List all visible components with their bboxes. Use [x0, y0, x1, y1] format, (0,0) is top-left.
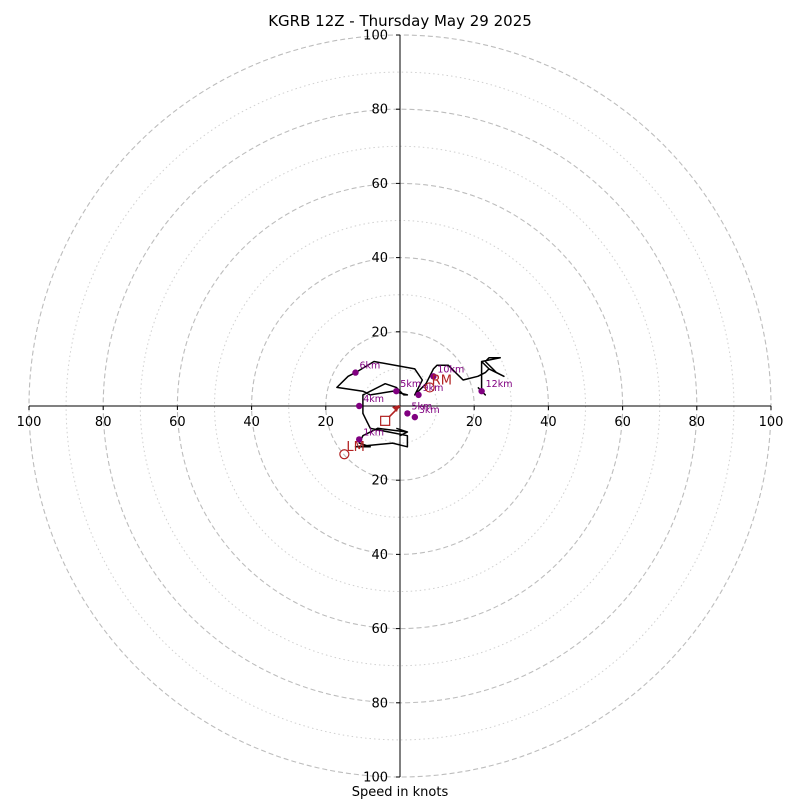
y-tick-label: 80	[371, 103, 388, 118]
height-point	[415, 391, 422, 399]
x-tick-label: 40	[540, 415, 557, 430]
height-point-label: 3km	[419, 405, 440, 416]
mean-wind-marker	[380, 415, 391, 426]
x-tick-label: 60	[169, 415, 186, 430]
shear-arrow-head	[392, 405, 399, 412]
y-tick-label: 80	[371, 696, 388, 711]
y-tick-label: 40	[371, 548, 388, 563]
y-tick-label: 40	[371, 251, 388, 266]
height-point-label: 5km	[400, 379, 421, 390]
x-tick-label: 80	[95, 415, 112, 430]
storm-motion-marker	[339, 449, 350, 460]
height-point-label: 5km	[411, 401, 432, 412]
x-tick-label: 40	[243, 415, 260, 430]
height-point	[411, 413, 419, 421]
x-tick-label: 60	[614, 415, 631, 430]
y-tick-label: 100	[363, 771, 388, 786]
chart-title: KGRB 12Z - Thursday May 29 2025	[268, 12, 532, 30]
storm-motion-label: RM	[432, 373, 452, 388]
height-point-label: 6km	[359, 361, 380, 372]
x-tick-label: 100	[17, 415, 42, 430]
x-tick-label: 20	[318, 415, 335, 430]
y-tick-label: 20	[371, 474, 388, 489]
y-tick-label: 60	[371, 622, 388, 637]
wind-trace	[336, 357, 505, 448]
x-tick-label: 100	[759, 415, 784, 430]
tick-labels: 100 80 60 40 20 20 40 60 80 100 100 80 60 40 20 20 40 60 8…	[17, 29, 784, 786]
height-point-label: 4km	[363, 394, 384, 405]
height-points: 1km 3km 4km 5km 6km 9km 10km 12km 5km	[352, 361, 512, 443]
x-tick-label: 20	[466, 415, 483, 430]
height-point-label: 1km	[363, 427, 384, 438]
height-point	[478, 387, 485, 395]
height-point-label: 9km	[423, 383, 444, 394]
storm-motion-marker	[424, 382, 435, 393]
height-point-label: 12km	[486, 379, 513, 390]
y-tick-label: 100	[363, 29, 388, 44]
height-point	[355, 436, 363, 443]
motion-markers: LM RM	[339, 373, 452, 460]
x-tick-label: 80	[689, 415, 706, 430]
height-point	[352, 369, 359, 376]
y-tick-label: 60	[371, 177, 388, 192]
height-point	[355, 402, 363, 410]
height-point	[430, 373, 437, 380]
wind-trace-layer	[336, 357, 505, 448]
height-point	[404, 410, 411, 417]
x-axis-label: Speed in knots	[352, 785, 449, 800]
storm-motion-label: LM	[346, 440, 364, 455]
y-tick-label: 20	[371, 325, 388, 340]
height-point-label: 10km	[437, 364, 464, 375]
height-point	[393, 387, 400, 395]
